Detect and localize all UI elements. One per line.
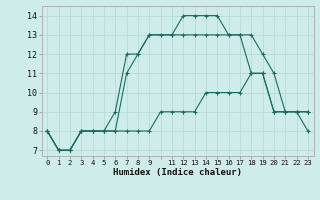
X-axis label: Humidex (Indice chaleur): Humidex (Indice chaleur) [113, 168, 242, 177]
